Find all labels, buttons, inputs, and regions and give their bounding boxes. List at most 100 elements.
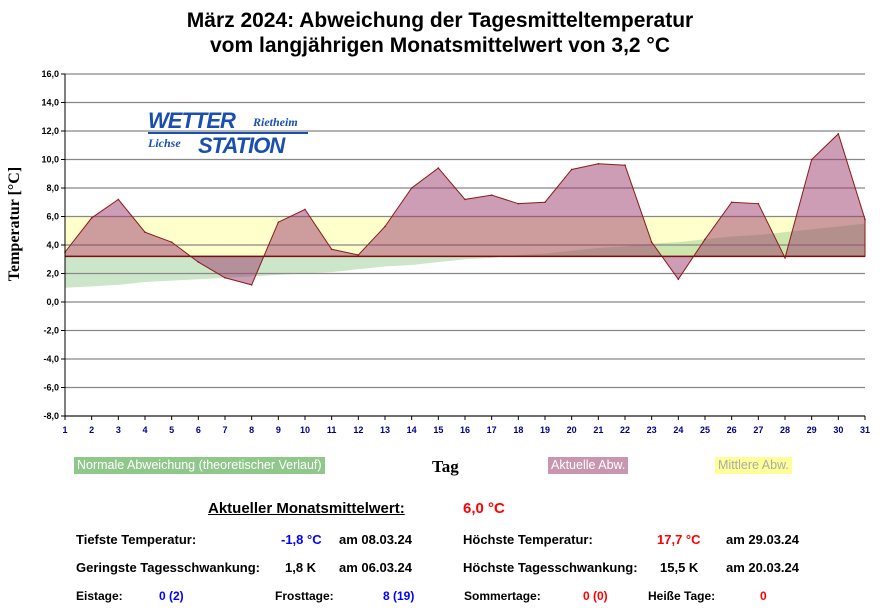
x-tick-label: 8 bbox=[249, 425, 254, 435]
logo-word1: WETTER bbox=[148, 108, 236, 133]
x-tick-label: 10 bbox=[300, 425, 310, 435]
actual-data-point bbox=[197, 261, 200, 263]
max-range-label: Höchste Tagesschwankung: bbox=[463, 560, 638, 575]
min-range-label: Geringste Tagesschwankung: bbox=[76, 560, 260, 575]
actual-data-point bbox=[704, 238, 706, 241]
x-tick-label: 11 bbox=[327, 425, 337, 435]
x-tick-label: 24 bbox=[673, 425, 683, 435]
y-axis-label: Temperatur [°C] bbox=[6, 166, 23, 282]
min-temp-value: -1,8 °C bbox=[281, 532, 322, 547]
y-tick-label: -4,0 bbox=[43, 354, 59, 364]
hot-days-label: Heiße Tage: bbox=[648, 589, 716, 603]
actual-data-point bbox=[384, 225, 386, 228]
logo-place1: Rietheim bbox=[253, 115, 298, 129]
summer-days-value: 0 (0) bbox=[583, 589, 608, 603]
x-tick-label: 4 bbox=[142, 425, 147, 435]
actual-data-point bbox=[117, 198, 120, 201]
x-tick-label: 15 bbox=[433, 425, 443, 435]
actual-data-point bbox=[410, 187, 413, 189]
actual-data-point bbox=[437, 167, 440, 169]
actual-data-point bbox=[170, 241, 173, 243]
actual-data-point bbox=[544, 201, 546, 204]
actual-data-point bbox=[224, 276, 226, 279]
frost-days-label: Frosttage: bbox=[275, 589, 334, 603]
x-tick-label: 9 bbox=[276, 425, 281, 435]
actual-data-point bbox=[677, 278, 680, 281]
x-tick-label: 21 bbox=[593, 425, 603, 435]
y-tick-label: 2,0 bbox=[46, 269, 59, 279]
actual-data-point bbox=[784, 257, 786, 259]
wetterstation-logo: WETTER Rietheim Lichse STATION bbox=[148, 108, 310, 158]
x-tick-label: 17 bbox=[487, 425, 497, 435]
normal-deviation-area bbox=[65, 223, 865, 288]
monthly-mean-value: 6,0 °C bbox=[463, 500, 505, 517]
x-tick-label: 6 bbox=[196, 425, 201, 435]
ice-days-label: Eistage: bbox=[76, 589, 123, 603]
chart-title-line2: vom langjährigen Monatsmittelwert von 3,… bbox=[210, 34, 670, 57]
x-tick-label: 23 bbox=[647, 425, 657, 435]
y-tick-label: -8,0 bbox=[43, 411, 59, 421]
x-tick-label: 12 bbox=[353, 425, 363, 435]
chart-title-line1: März 2024: Abweichung der Tagesmitteltem… bbox=[186, 9, 694, 32]
logo-place2: Lichse bbox=[148, 136, 181, 150]
actual-data-point bbox=[864, 218, 866, 221]
actual-data-point bbox=[730, 201, 733, 204]
max-range-value: 15,5 K bbox=[660, 560, 699, 575]
x-tick-label: 13 bbox=[380, 425, 390, 435]
legend-normal: Normale Abweichung (theoretischer Verlau… bbox=[74, 457, 325, 474]
x-tick-label: 28 bbox=[780, 425, 790, 435]
y-tick-label: 16,0 bbox=[41, 69, 59, 79]
y-tick-label: 4,0 bbox=[46, 240, 59, 250]
x-tick-label: 26 bbox=[727, 425, 737, 435]
logo-divider bbox=[148, 132, 308, 134]
summer-days-label: Sommertage: bbox=[464, 589, 541, 603]
actual-data-point bbox=[570, 168, 573, 171]
x-tick-label: 22 bbox=[620, 425, 630, 435]
actual-data-point bbox=[304, 208, 306, 211]
x-tick-label: 1 bbox=[62, 425, 67, 435]
actual-data-point bbox=[650, 241, 653, 243]
x-tick-label: 7 bbox=[222, 425, 227, 435]
actual-data-point bbox=[330, 248, 333, 251]
y-tick-label: 8,0 bbox=[46, 183, 59, 193]
actual-data-point bbox=[597, 162, 600, 165]
y-tick-label: 10,0 bbox=[41, 155, 59, 165]
legend-actual: Aktuelle Abw. bbox=[548, 457, 629, 474]
x-tick-label: 14 bbox=[407, 425, 417, 435]
x-tick-label: 3 bbox=[116, 425, 121, 435]
actual-data-point bbox=[517, 202, 520, 205]
max-temp-date: am 29.03.24 bbox=[726, 532, 800, 547]
min-range-value: 1,8 K bbox=[285, 560, 317, 575]
actual-data-point bbox=[490, 194, 493, 196]
x-tick-label: 2 bbox=[89, 425, 94, 435]
min-temp-date: am 08.03.24 bbox=[339, 532, 413, 547]
actual-data-point bbox=[757, 202, 760, 205]
min-temp-label: Tiefste Temperatur: bbox=[76, 532, 197, 547]
x-tick-label: 18 bbox=[513, 425, 523, 435]
actual-data-point bbox=[837, 133, 840, 135]
y-tick-label: 6,0 bbox=[46, 212, 59, 222]
max-temp-value: 17,7 °C bbox=[657, 532, 701, 547]
y-tick-label: 12,0 bbox=[41, 126, 59, 136]
actual-data-point bbox=[90, 217, 93, 219]
x-tick-label: 27 bbox=[753, 425, 763, 435]
y-tick-label: -2,0 bbox=[43, 326, 59, 336]
y-tick-label: 0,0 bbox=[46, 297, 59, 307]
min-range-date: am 06.03.24 bbox=[339, 560, 413, 575]
x-tick-label: 20 bbox=[567, 425, 577, 435]
actual-deviation-area bbox=[64, 132, 866, 286]
hot-days-value: 0 bbox=[760, 589, 767, 603]
x-tick-label: 19 bbox=[540, 425, 550, 435]
frost-days-value: 8 (19) bbox=[383, 589, 415, 603]
x-tick-label: 16 bbox=[460, 425, 470, 435]
actual-data-point bbox=[464, 198, 466, 201]
actual-data-point bbox=[277, 221, 280, 223]
x-tick-label: 29 bbox=[807, 425, 817, 435]
actual-data-point bbox=[624, 164, 626, 166]
ice-days-value: 0 (2) bbox=[159, 589, 184, 603]
y-tick-label: -6,0 bbox=[43, 383, 59, 393]
max-range-date: am 20.03.24 bbox=[726, 560, 800, 575]
x-tick-label: 5 bbox=[169, 425, 174, 435]
actual-data-point bbox=[810, 158, 813, 161]
